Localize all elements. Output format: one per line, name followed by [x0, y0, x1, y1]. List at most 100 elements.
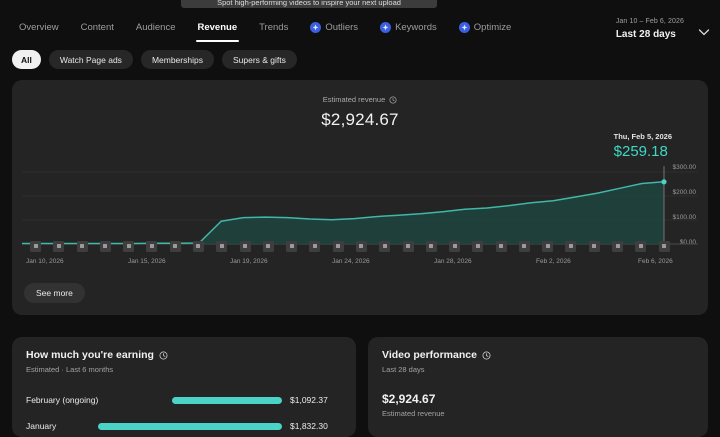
tab-revenue-label: Revenue	[197, 21, 238, 33]
video-thumbnail-marker[interactable]	[658, 240, 670, 252]
month-amount: $1,092.37	[290, 395, 328, 405]
month-bar-and-amount: $1,832.30	[98, 421, 342, 431]
x-axis-tick: Feb 6, 2026	[638, 258, 673, 265]
chart-hover-point	[661, 179, 667, 185]
tab-keywords[interactable]: Keywords	[369, 10, 448, 44]
video-performance-card: Video performance Last 28 days $2,924.67…	[368, 337, 708, 437]
video-card-metric-label: Estimated revenue	[382, 409, 445, 418]
tab-trends[interactable]: Trends	[248, 10, 299, 44]
video-thumbnail-marker[interactable]	[76, 240, 88, 252]
video-thumbnail-marker[interactable]	[379, 240, 391, 252]
tab-content[interactable]: Content	[70, 10, 125, 44]
nav-hint-tooltip: Spot high-performing videos to inspire y…	[181, 0, 437, 8]
monthly-earnings-list: February (ongoing) $1,092.37 January $1,…	[26, 387, 342, 437]
clock-icon	[159, 351, 168, 360]
video-thumbnail-marker[interactable]	[30, 240, 41, 252]
tab-outliers[interactable]: Outliers	[299, 10, 369, 44]
chart-metric-value: $2,924.67	[321, 110, 399, 129]
see-more-button[interactable]: See more	[24, 283, 85, 303]
tab-overview[interactable]: Overview	[8, 10, 70, 44]
video-thumbnail-marker[interactable]	[518, 240, 530, 252]
x-axis-tick: Jan 28, 2026	[434, 258, 472, 265]
chip-all-label: All	[21, 54, 32, 65]
x-axis-tick: Jan 10, 2026	[26, 258, 64, 265]
tab-active-underline	[195, 40, 240, 42]
bar-fill	[98, 422, 282, 430]
x-axis-tick: Feb 2, 2026	[536, 258, 571, 265]
video-thumbnail-marker[interactable]	[332, 240, 344, 252]
list-item[interactable]: February (ongoing) $1,092.37	[26, 387, 342, 413]
video-thumbnail-marker[interactable]	[169, 240, 181, 252]
month-label: January	[26, 421, 57, 431]
clock-icon	[482, 351, 491, 360]
chip-memberships[interactable]: Memberships	[140, 50, 214, 69]
revenue-source-filter-chips: All Watch Page ads Memberships Supers & …	[12, 50, 297, 69]
tab-trends-label: Trends	[259, 21, 289, 33]
month-label: February (ongoing)	[26, 395, 99, 405]
ai-sparkle-icon	[458, 21, 470, 33]
tab-audience[interactable]: Audience	[125, 10, 187, 44]
chart-header: Estimated revenue $2,924.67	[12, 89, 708, 130]
video-thumbnail-marker[interactable]	[286, 240, 298, 252]
ai-sparkle-icon	[380, 21, 392, 33]
date-range-value: Jan 10 – Feb 6, 2026	[615, 18, 684, 25]
how-much-youre-earning-card: How much you're earning Estimated · Last…	[12, 337, 356, 437]
analytics-nav: Overview Content Audience Revenue Trends…	[0, 10, 522, 44]
chart-hover-tooltip: Thu, Feb 5, 2026 $259.18	[614, 132, 672, 160]
earning-card-subtitle: Estimated · Last 6 months	[26, 365, 114, 374]
bar-fill	[172, 396, 282, 404]
tab-keywords-label: Keywords	[395, 21, 437, 33]
video-thumbnail-marker[interactable]	[99, 240, 111, 252]
video-thumbnail-marker[interactable]	[355, 240, 367, 252]
chevron-down-icon[interactable]	[696, 24, 712, 40]
video-thumbnail-marker[interactable]	[472, 240, 484, 252]
video-thumbnail-marker[interactable]	[588, 240, 600, 252]
month-bar-and-amount: $1,092.37	[98, 395, 342, 405]
tab-revenue[interactable]: Revenue	[187, 10, 249, 44]
tab-outliers-label: Outliers	[325, 21, 359, 33]
video-thumbnail-marker[interactable]	[449, 240, 461, 252]
y-axis-tick: $200.00	[672, 189, 697, 196]
chip-watch-page-ads[interactable]: Watch Page ads	[48, 50, 133, 69]
ai-sparkle-icon	[310, 21, 322, 33]
video-card-metric: $2,924.67 Estimated revenue	[382, 392, 445, 418]
list-item[interactable]: January $1,832.30	[26, 413, 342, 437]
tab-content-label: Content	[80, 21, 114, 33]
y-axis-tick: $100.00	[672, 214, 697, 221]
chip-supers-and-gifts[interactable]: Supers & gifts	[221, 50, 297, 69]
chart-metric-label: Estimated revenue	[322, 95, 386, 104]
video-thumbnail-marker[interactable]	[542, 240, 554, 252]
video-thumbnail-marker[interactable]	[309, 240, 321, 252]
video-card-subtitle: Last 28 days	[382, 365, 425, 374]
tab-optimize[interactable]: Optimize	[448, 10, 522, 44]
video-thumbnail-marker[interactable]	[53, 240, 65, 252]
date-range-selector[interactable]: Jan 10 – Feb 6, 2026 Last 28 days	[616, 18, 684, 41]
video-thumbnail-marker[interactable]	[612, 240, 624, 252]
tab-optimize-label: Optimize	[473, 21, 512, 33]
video-thumbnail-marker[interactable]	[425, 240, 437, 252]
revenue-line-chart[interactable]	[22, 166, 698, 246]
video-thumbnail-marker[interactable]	[565, 240, 577, 252]
estimated-revenue-chart-card: Estimated revenue $2,924.67 Thu, Feb 5, …	[12, 80, 708, 315]
analytics-tab-bar: Overview Content Audience Revenue Trends…	[0, 10, 720, 44]
earning-card-title-row: How much you're earning	[26, 349, 168, 361]
video-thumbnail-marker[interactable]	[239, 240, 251, 252]
chart-metric-label-row: Estimated revenue	[323, 95, 398, 104]
video-thumbnail-marker[interactable]	[123, 240, 135, 252]
date-range-preset: Last 28 days	[615, 28, 676, 40]
video-card-title: Video performance	[382, 349, 477, 361]
x-axis-tick: Jan 19, 2026	[230, 258, 268, 265]
chip-all[interactable]: All	[12, 50, 41, 69]
nav-hint-tooltip-text: Spot high-performing videos to inspire y…	[217, 0, 401, 7]
video-thumbnail-marker[interactable]	[262, 240, 274, 252]
chart-area-fill	[22, 181, 664, 244]
video-thumbnail-marker[interactable]	[495, 240, 507, 252]
video-thumbnail-marker[interactable]	[635, 240, 647, 252]
tab-overview-label: Overview	[19, 21, 59, 33]
video-thumbnail-marker[interactable]	[192, 240, 204, 252]
video-thumbnail-marker[interactable]	[402, 240, 414, 252]
video-thumbnail-marker[interactable]	[146, 240, 158, 252]
month-amount: $1,832.30	[290, 421, 328, 431]
video-card-title-row: Video performance	[382, 349, 491, 361]
video-thumbnail-marker[interactable]	[216, 240, 228, 252]
